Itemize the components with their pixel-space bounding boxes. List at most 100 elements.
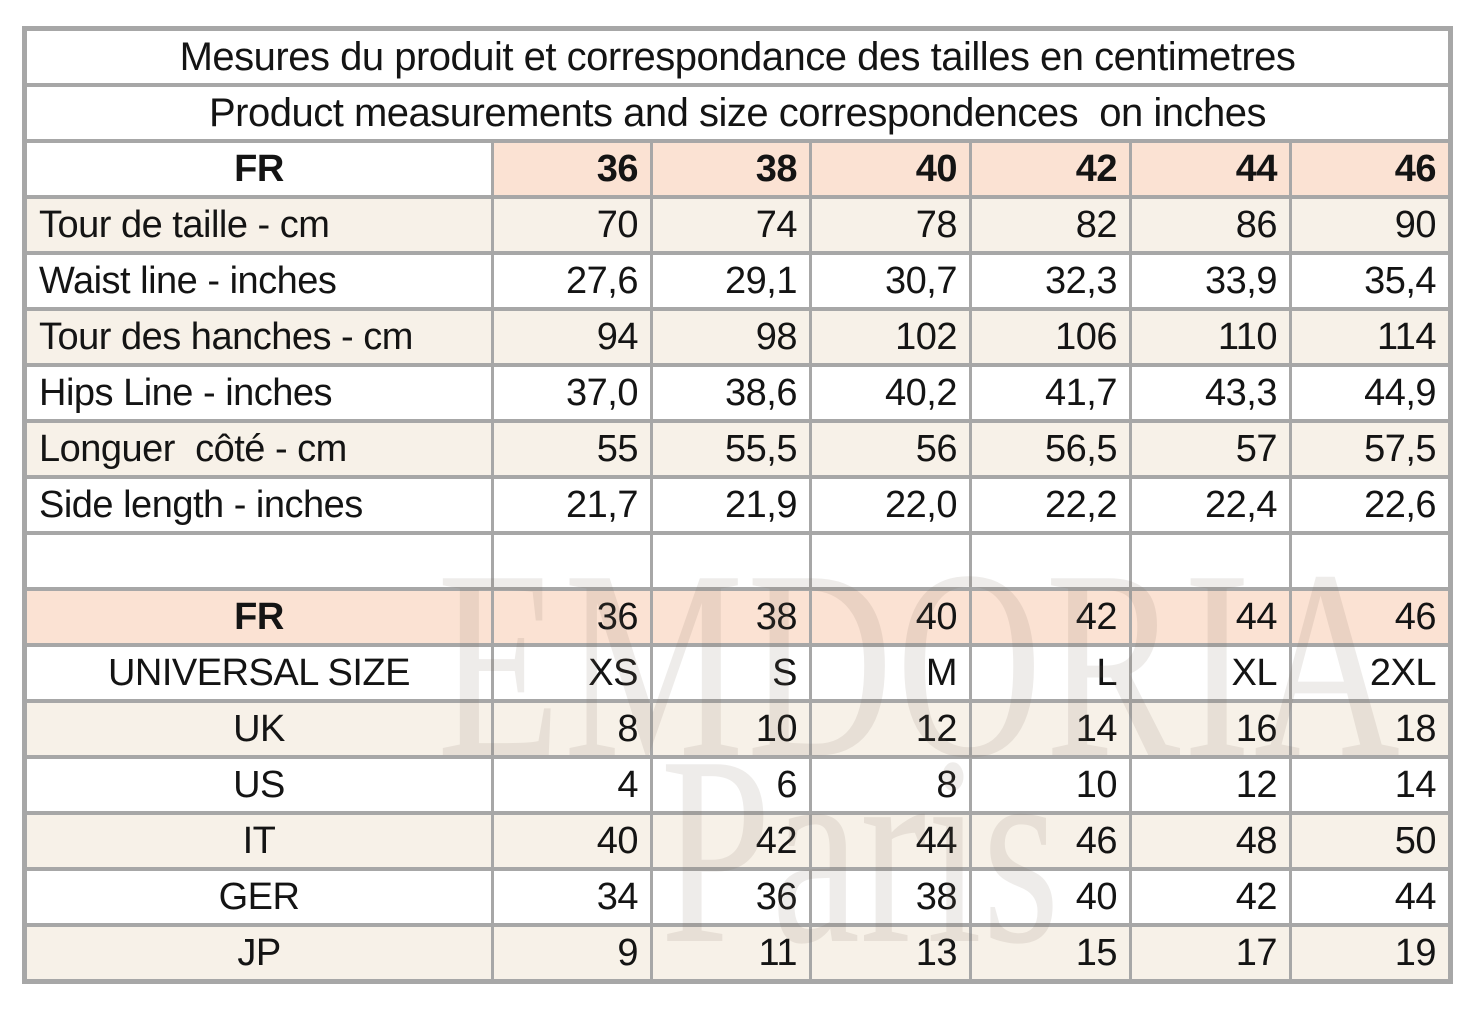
measurement-value: 57,5 xyxy=(1288,419,1453,479)
conversion-value: 36 xyxy=(650,867,812,927)
conversion-value: 44 xyxy=(809,811,972,871)
measurement-row-waist-cm: Tour de taille - cm 70 74 78 82 86 90 xyxy=(23,195,1453,255)
spacer-row xyxy=(23,531,1453,591)
conversion-label: UK xyxy=(23,699,494,759)
size-chart-table: Mesures du produit et correspondance des… xyxy=(22,26,1454,984)
measurement-row-side-cm: Longuer côté - cm 55 55,5 56 56,5 57 57,… xyxy=(23,419,1453,479)
conversion-row-uk: UK 8 10 12 14 16 18 xyxy=(23,699,1453,759)
size-header-label: FR xyxy=(23,139,494,199)
title-row-fr: Mesures du produit et correspondance des… xyxy=(22,26,1453,87)
measurement-value: 33,9 xyxy=(1129,251,1292,311)
conversion-value: 2XL xyxy=(1288,643,1453,703)
conversion-size-value: 38 xyxy=(650,587,812,647)
conversion-value: 8 xyxy=(491,699,653,759)
measurement-label: Side length - inches xyxy=(23,475,494,535)
measurement-row-waist-inches: Waist line - inches 27,6 29,1 30,7 32,3 … xyxy=(23,251,1453,311)
conversion-size-label: FR xyxy=(23,587,494,647)
measurement-value: 22,2 xyxy=(969,475,1132,535)
conversion-value: XL xyxy=(1129,643,1292,703)
conversion-value: 13 xyxy=(809,923,972,984)
conversion-value: 38 xyxy=(809,867,972,927)
measurement-value: 21,9 xyxy=(650,475,812,535)
spacer-cell xyxy=(809,531,972,591)
measurement-label: Hips Line - inches xyxy=(23,363,494,423)
measurement-label: Longuer côté - cm xyxy=(23,419,494,479)
spacer-cell xyxy=(969,531,1132,591)
size-header-value: 42 xyxy=(969,139,1132,199)
conversion-value: 46 xyxy=(969,811,1132,871)
conversion-value: 42 xyxy=(1129,867,1292,927)
spacer-cell xyxy=(491,531,653,591)
conversion-value: 11 xyxy=(650,923,812,984)
conversion-value: 10 xyxy=(969,755,1132,815)
size-header-value: 46 xyxy=(1288,139,1453,199)
measurement-label: Waist line - inches xyxy=(23,251,494,311)
conversion-label: GER xyxy=(23,867,494,927)
conversion-value: L xyxy=(969,643,1132,703)
table-title-en: Product measurements and size correspond… xyxy=(22,83,1453,143)
conversion-size-value: 46 xyxy=(1288,587,1453,647)
size-header-value: 40 xyxy=(809,139,972,199)
measurement-row-side-inches: Side length - inches 21,7 21,9 22,0 22,2… xyxy=(23,475,1453,535)
conversion-label: IT xyxy=(23,811,494,871)
conversion-label: JP xyxy=(23,923,494,984)
conversion-value: 8 xyxy=(809,755,972,815)
measurement-value: 56,5 xyxy=(969,419,1132,479)
measurement-value: 22,6 xyxy=(1288,475,1453,535)
conversion-size-value: 44 xyxy=(1129,587,1292,647)
conversion-row-ger: GER 34 36 38 40 42 44 xyxy=(23,867,1453,927)
conversion-row-it: IT 40 42 44 46 48 50 xyxy=(23,811,1453,871)
conversion-value: 40 xyxy=(491,811,653,871)
measurement-value: 27,6 xyxy=(491,251,653,311)
measurement-value: 29,1 xyxy=(650,251,812,311)
measurement-value: 55,5 xyxy=(650,419,812,479)
measurement-value: 106 xyxy=(969,307,1132,367)
spacer-cell xyxy=(1129,531,1292,591)
measurement-value: 70 xyxy=(491,195,653,255)
measurement-value: 40,2 xyxy=(809,363,972,423)
conversion-value: 10 xyxy=(650,699,812,759)
conversion-value: 34 xyxy=(491,867,653,927)
measurement-value: 32,3 xyxy=(969,251,1132,311)
measurement-row-hips-cm: Tour des hanches - cm 94 98 102 106 110 … xyxy=(23,307,1453,367)
measurement-value: 114 xyxy=(1288,307,1453,367)
measurement-value: 56 xyxy=(809,419,972,479)
conversion-size-value: 36 xyxy=(491,587,653,647)
measurement-value: 110 xyxy=(1129,307,1292,367)
measurement-value: 30,7 xyxy=(809,251,972,311)
conversion-row-us: US 4 6 8 10 12 14 xyxy=(23,755,1453,815)
size-header-value: 38 xyxy=(650,139,812,199)
conversion-value: 18 xyxy=(1288,699,1453,759)
measurement-value: 55 xyxy=(491,419,653,479)
measurement-value: 86 xyxy=(1129,195,1292,255)
conversion-size-header-row: FR 36 38 40 42 44 46 xyxy=(23,587,1453,647)
measurement-value: 35,4 xyxy=(1288,251,1453,311)
conversion-value: 15 xyxy=(969,923,1132,984)
measurement-label: Tour des hanches - cm xyxy=(23,307,494,367)
measurement-value: 94 xyxy=(491,307,653,367)
conversion-value: 48 xyxy=(1129,811,1292,871)
conversion-value: 16 xyxy=(1129,699,1292,759)
measurement-row-hips-inches: Hips Line - inches 37,0 38,6 40,2 41,7 4… xyxy=(23,363,1453,423)
measurement-value: 38,6 xyxy=(650,363,812,423)
conversion-value: 12 xyxy=(809,699,972,759)
conversion-row-jp: JP 9 11 13 15 17 19 xyxy=(23,923,1453,984)
measurement-value: 98 xyxy=(650,307,812,367)
conversion-size-value: 42 xyxy=(969,587,1132,647)
conversion-value: 9 xyxy=(491,923,653,984)
conversion-value: 50 xyxy=(1288,811,1453,871)
conversion-value: 12 xyxy=(1129,755,1292,815)
conversion-size-value: 40 xyxy=(809,587,972,647)
measurement-value: 102 xyxy=(809,307,972,367)
conversion-value: XS xyxy=(491,643,653,703)
measurement-value: 78 xyxy=(809,195,972,255)
spacer-cell xyxy=(23,531,494,591)
conversion-value: 14 xyxy=(1288,755,1453,815)
conversion-label: UNIVERSAL SIZE xyxy=(23,643,494,703)
conversion-value: 19 xyxy=(1288,923,1453,984)
conversion-row-universal: UNIVERSAL SIZE XS S M L XL 2XL xyxy=(23,643,1453,703)
conversion-value: 40 xyxy=(969,867,1132,927)
spacer-cell xyxy=(650,531,812,591)
measurement-value: 22,0 xyxy=(809,475,972,535)
conversion-value: 6 xyxy=(650,755,812,815)
